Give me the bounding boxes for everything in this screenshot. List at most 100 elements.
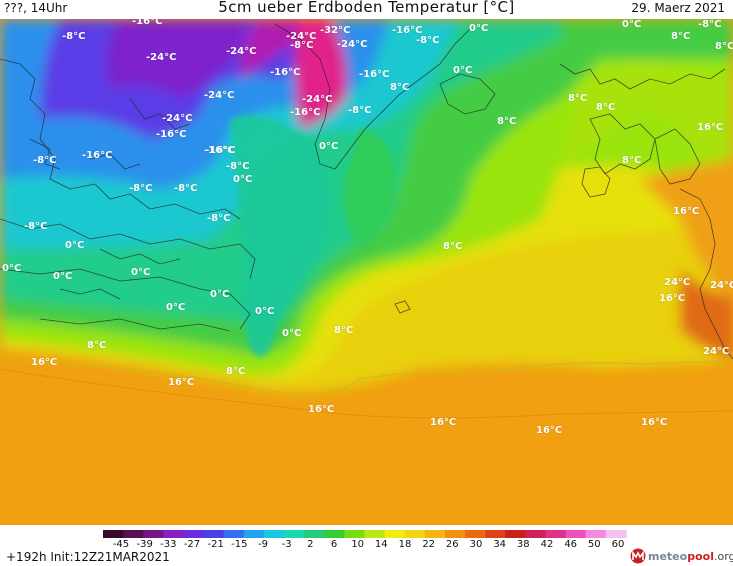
legend-tick-label: 6 — [330, 539, 338, 550]
map-label: 8°C — [390, 82, 410, 93]
header-bar: ???, 14Uhr 5cm ueber Erdboden Temperatur… — [0, 0, 733, 19]
map-label: 16°C — [659, 293, 686, 304]
legend-swatch — [505, 530, 527, 538]
map-label: 16°C — [430, 417, 457, 428]
map-label: -16°C — [82, 150, 113, 161]
legend-tick-label: 46 — [564, 539, 578, 550]
legend-tick-label: 2 — [307, 539, 314, 550]
legend-color-bar — [103, 530, 627, 538]
map-label: -24°C — [204, 90, 235, 101]
map-label: -24°C — [302, 94, 333, 105]
map-label: 0°C — [622, 19, 642, 30]
legend-tick-label: -3 — [281, 539, 292, 550]
map-label: -8°C — [174, 183, 198, 194]
legend-tick-label: -15 — [231, 539, 248, 550]
legend-tick-label: -45 — [112, 539, 130, 550]
legend-tick-label: 34 — [493, 539, 507, 550]
map-label: 0°C — [210, 289, 230, 300]
legend-swatch — [123, 530, 144, 538]
temperature-field — [0, 19, 733, 525]
legend-tick-label: 42 — [540, 539, 554, 550]
map-label: -16°C — [205, 145, 236, 156]
meteopool-logo[interactable]: meteopool.org — [630, 548, 733, 564]
legend-swatch — [565, 530, 587, 538]
map-label: 0°C — [233, 174, 253, 185]
map-label: -24°C — [286, 31, 317, 42]
map-label: 16°C — [697, 122, 724, 133]
legend-swatch — [243, 530, 265, 538]
legend-swatch — [444, 530, 466, 538]
legend-swatch — [143, 530, 164, 538]
legend-tick-label: -39 — [136, 539, 153, 550]
legend-swatch — [485, 530, 506, 538]
map-label: 16°C — [641, 417, 668, 428]
legend-swatch — [304, 530, 325, 538]
brand-text-c: .org — [713, 549, 733, 563]
map-label: 8°C — [568, 93, 588, 104]
brand-text-b: pool — [687, 549, 714, 563]
legend-swatch — [585, 530, 607, 538]
map-label: 0°C — [2, 263, 22, 274]
map-label: -24°C — [162, 113, 193, 124]
map-label: -16°C — [132, 19, 163, 27]
map-label: -8°C — [24, 221, 48, 232]
map-label: 0°C — [319, 141, 339, 152]
map-label: -16°C — [156, 129, 187, 140]
legend-swatch — [364, 530, 386, 538]
legend-swatch — [183, 530, 205, 538]
legend-swatch — [525, 530, 547, 538]
map-label: 0°C — [131, 267, 151, 278]
map-label: 8°C — [226, 366, 246, 377]
forecast-time: ???, 14Uhr — [4, 1, 68, 15]
map-label: 0°C — [255, 306, 275, 317]
legend-tick-label: -21 — [207, 539, 224, 550]
map-label: 8°C — [671, 31, 691, 42]
map-label: 8°C — [443, 241, 463, 252]
legend-tick-label: 10 — [351, 539, 365, 550]
map-label: -24°C — [226, 46, 257, 57]
map-label: -16°C — [204, 145, 235, 156]
map-label: -16°C — [270, 67, 301, 78]
meteopool-icon — [630, 548, 646, 564]
map-label: -8°C — [207, 213, 231, 224]
legend-tick-label: -27 — [183, 539, 201, 550]
map-label: 0°C — [282, 328, 302, 339]
map-label: -32°C — [320, 25, 351, 36]
legend-swatch — [223, 530, 245, 538]
legend-tick-label: -33 — [160, 539, 177, 550]
map-label: -8°C — [129, 183, 153, 194]
brand-text-a: meteo — [648, 549, 688, 563]
map-label: 16°C — [673, 206, 700, 217]
map-label: 0°C — [65, 240, 85, 251]
map-label: 0°C — [469, 23, 489, 34]
map-label: 24°C — [664, 277, 691, 288]
map-label: 8°C — [87, 340, 107, 351]
map-label: -16°C — [290, 107, 321, 118]
map-label: 16°C — [31, 357, 58, 368]
legend-swatch — [605, 530, 627, 538]
map-label: 16°C — [308, 404, 335, 415]
legend-tick-label: -9 — [258, 539, 268, 550]
legend-swatch — [103, 530, 124, 538]
legend-swatch — [404, 530, 426, 538]
map-label: 0°C — [166, 302, 186, 313]
legend-tick-label: 18 — [398, 539, 412, 550]
map-label: 8°C — [715, 41, 733, 52]
map-label: -8°C — [416, 35, 440, 46]
map-label: -8°C — [698, 19, 722, 30]
legend-swatch — [203, 530, 225, 538]
map-label: 16°C — [168, 377, 195, 388]
legend-tick-label: 30 — [469, 539, 483, 550]
temperature-map: -8°C -16°C -24°C -24°C -24°C -32°C -24°C… — [0, 19, 733, 525]
legend-tick-label: 14 — [374, 539, 388, 550]
legend-tick-label: 38 — [516, 539, 530, 550]
map-label: 24°C — [710, 280, 733, 291]
legend-tick-label: 22 — [422, 539, 436, 550]
map-label: -8°C — [290, 40, 314, 51]
color-legend: -45 -39 -33 -27 -21 -15 -9 -3 2 6 10 14 18 22 26 30 34 38… — [0, 525, 733, 566]
map-label: 16°C — [536, 425, 563, 436]
map-label: -8°C — [348, 105, 372, 116]
legend-swatch — [545, 530, 567, 538]
legend-swatch — [424, 530, 446, 538]
legend-swatch — [324, 530, 345, 538]
